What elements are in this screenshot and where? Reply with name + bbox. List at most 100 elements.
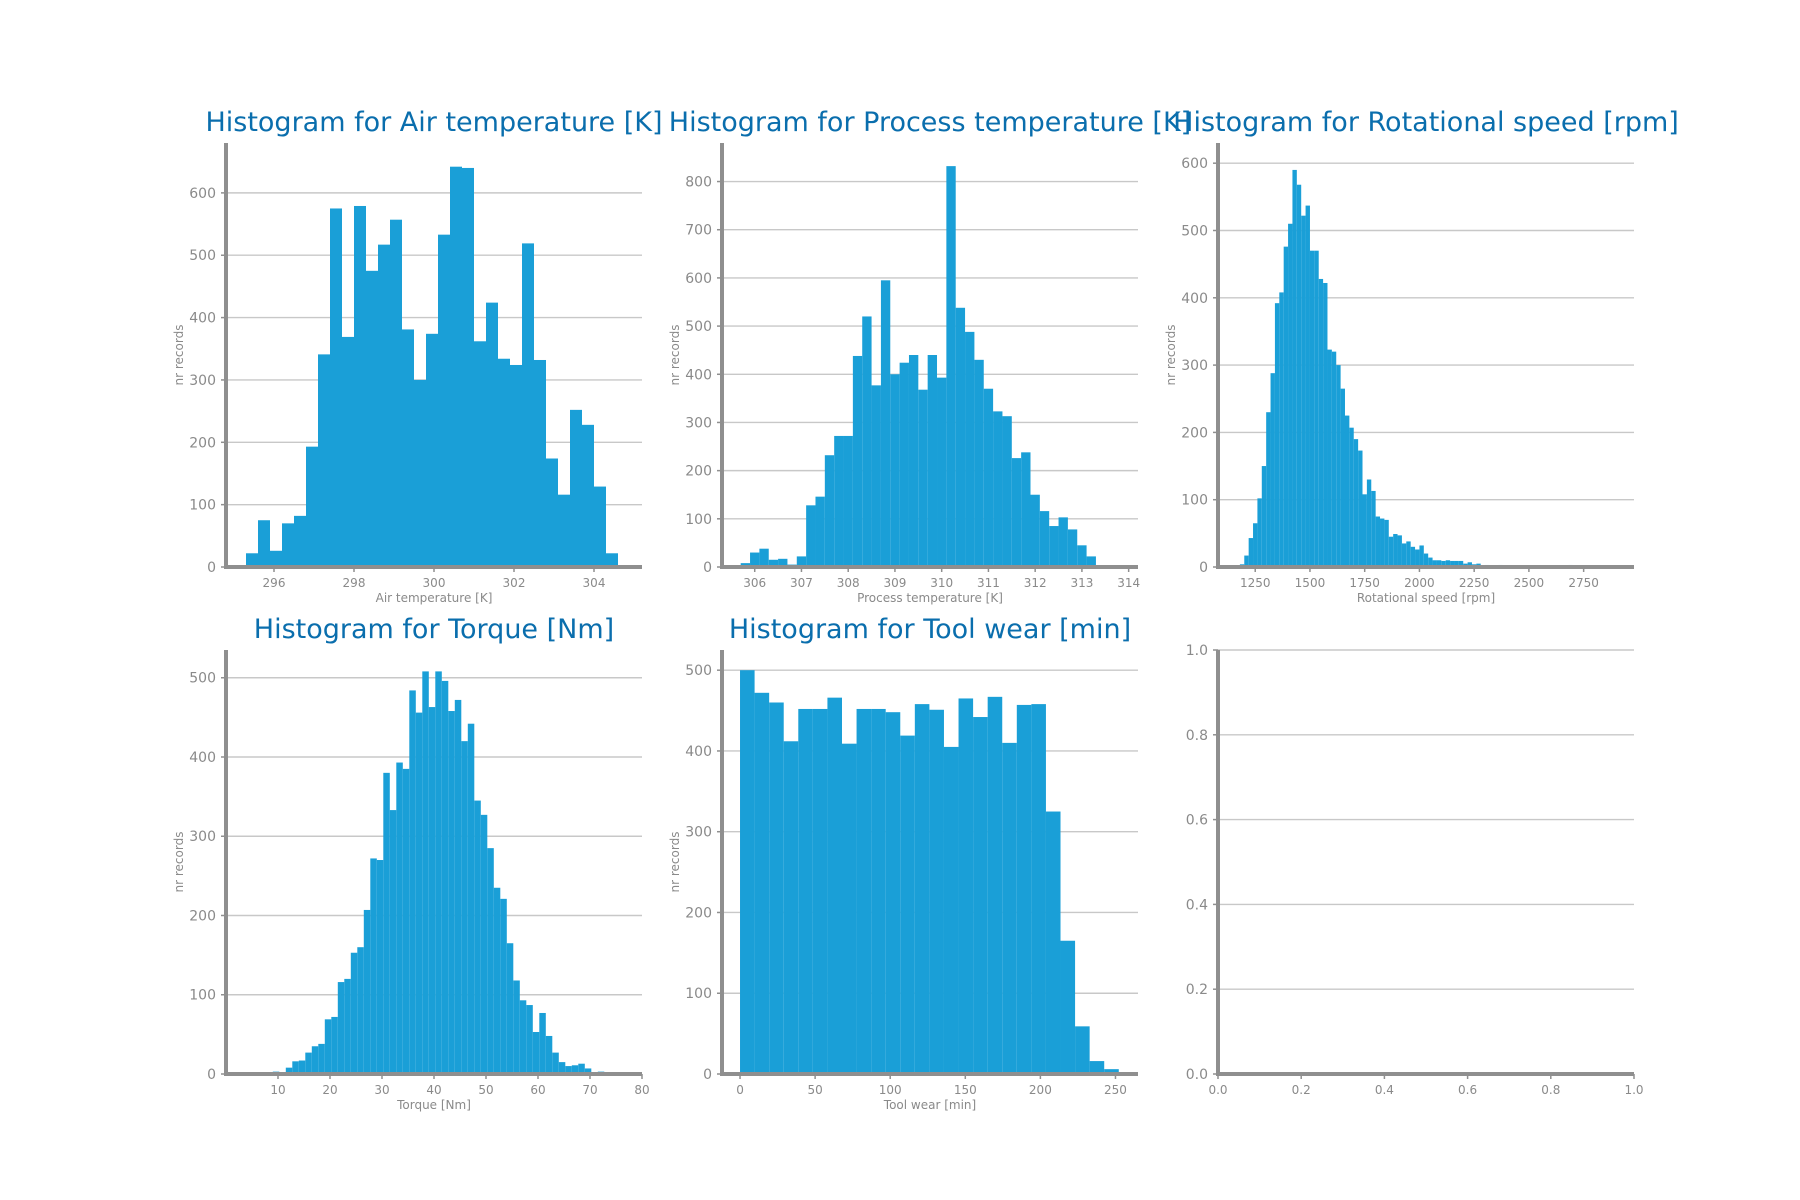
histogram-bar xyxy=(871,708,886,1074)
y-tick-label: 300 xyxy=(1181,358,1208,374)
histogram-bar xyxy=(461,741,468,1074)
y-tick-label: 300 xyxy=(685,825,712,841)
histogram-bar xyxy=(1380,518,1385,567)
y-tick-label: 600 xyxy=(685,271,712,287)
histogram-bar xyxy=(1410,546,1416,567)
histogram-bar xyxy=(908,355,919,567)
y-tick-label: 300 xyxy=(189,829,216,845)
y-tick-label: 0 xyxy=(207,560,216,576)
histogram-bar xyxy=(783,741,799,1074)
y-axis-label: nr records xyxy=(172,325,186,386)
histogram-bar xyxy=(594,486,606,567)
histogram-bar xyxy=(759,548,769,567)
histogram-bar xyxy=(1384,519,1389,567)
histogram-bar xyxy=(342,336,354,567)
histogram-bar xyxy=(1011,458,1022,567)
histogram-bar xyxy=(292,1061,299,1074)
y-tick-label: 400 xyxy=(1181,291,1208,307)
histogram-bar xyxy=(545,1035,553,1074)
histogram-bar xyxy=(1415,549,1420,567)
x-tick-label: 1250 xyxy=(1240,576,1271,590)
histogram-bar xyxy=(506,943,514,1074)
y-tick-label: 0 xyxy=(703,560,712,576)
x-axis-label: Process temperature [K] xyxy=(857,591,1003,605)
x-tick-label: 298 xyxy=(343,576,366,590)
y-tick-label: 0.6 xyxy=(1186,813,1208,829)
histogram-bar xyxy=(282,523,294,567)
histogram-bar xyxy=(937,377,947,567)
x-tick-label: 314 xyxy=(1117,576,1140,590)
x-tick-label: 0.4 xyxy=(1375,1083,1394,1097)
histogram-bar xyxy=(796,556,807,567)
histogram-bar xyxy=(1366,479,1372,567)
histogram-bar xyxy=(841,743,857,1074)
histogram-bar xyxy=(402,329,414,567)
histogram-bar xyxy=(422,671,429,1074)
y-tick-label: 800 xyxy=(685,175,712,191)
x-tick-label: 1750 xyxy=(1349,576,1380,590)
histogram-bar xyxy=(270,550,282,567)
histogram-bar xyxy=(1406,541,1411,567)
histogram-bar xyxy=(943,746,959,1074)
x-tick-label: 20 xyxy=(322,1083,337,1097)
histogram-bar xyxy=(965,331,975,567)
histogram-bar xyxy=(409,690,416,1074)
y-tick-label: 200 xyxy=(189,908,216,924)
histogram-bar xyxy=(900,735,915,1074)
histogram-bar xyxy=(526,1005,533,1074)
chart-title: Histogram for Process temperature [K] xyxy=(669,107,1191,138)
histogram-bar xyxy=(487,848,494,1074)
x-tick-label: 80 xyxy=(634,1083,649,1097)
histogram-bar xyxy=(435,671,442,1074)
histogram-bar xyxy=(363,909,371,1074)
x-tick-label: 10 xyxy=(270,1083,285,1097)
x-tick-label: 30 xyxy=(374,1083,389,1097)
x-tick-label: 1500 xyxy=(1295,576,1326,590)
histogram-bar xyxy=(987,696,1003,1074)
histogram-bar xyxy=(885,712,901,1074)
y-axis-label: nr records xyxy=(668,832,682,893)
histogram-bar xyxy=(448,711,455,1074)
histogram-bar xyxy=(1292,169,1297,567)
y-tick-label: 400 xyxy=(189,311,216,327)
histogram-bar xyxy=(1058,517,1068,567)
histogram-bar xyxy=(778,558,788,567)
histogram-bar xyxy=(390,219,402,567)
histogram-bar xyxy=(1274,303,1280,567)
histogram-bar xyxy=(880,280,891,567)
histogram-bar xyxy=(1388,536,1394,567)
y-tick-label: 0 xyxy=(207,1067,216,1083)
histogram-bar xyxy=(285,1067,293,1074)
histogram-bar xyxy=(862,316,872,567)
histogram-bar xyxy=(519,1000,527,1074)
histogram-bar xyxy=(462,167,474,568)
histogram-bar xyxy=(1253,523,1258,567)
x-tick-label: 70 xyxy=(582,1083,597,1097)
chart-title: Histogram for Tool wear [min] xyxy=(729,614,1131,645)
histogram-bar xyxy=(1305,205,1310,568)
histogram-bar xyxy=(539,1012,546,1074)
histogram-bar xyxy=(558,494,570,567)
histogram-bar xyxy=(558,1062,566,1074)
histogram-bar xyxy=(1340,388,1345,567)
histogram-bar xyxy=(513,980,520,1074)
histogram-bar xyxy=(1432,560,1437,567)
histogram-bar xyxy=(318,354,330,567)
histogram-panel-2: 0 100 200 300 400 500 600 700 800 306 307 308 309 310… xyxy=(668,107,1191,605)
chart-title: Histogram for Rotational speed [rpm] xyxy=(1173,107,1679,138)
y-tick-label: 700 xyxy=(685,223,712,239)
histogram-bar xyxy=(376,860,384,1074)
y-tick-label: 200 xyxy=(1181,425,1208,441)
histogram-bar xyxy=(806,505,816,567)
histogram-bar xyxy=(993,411,1003,567)
histogram-bar xyxy=(415,712,423,1074)
histogram-bar xyxy=(843,435,853,567)
histogram-bar xyxy=(1454,560,1459,567)
histogram-bar xyxy=(1279,292,1284,567)
histogram-bar xyxy=(890,374,900,567)
y-tick-label: 200 xyxy=(685,905,712,921)
x-tick-label: 0.2 xyxy=(1292,1083,1311,1097)
x-tick-label: 312 xyxy=(1024,576,1047,590)
y-tick-label: 0 xyxy=(703,1067,712,1083)
